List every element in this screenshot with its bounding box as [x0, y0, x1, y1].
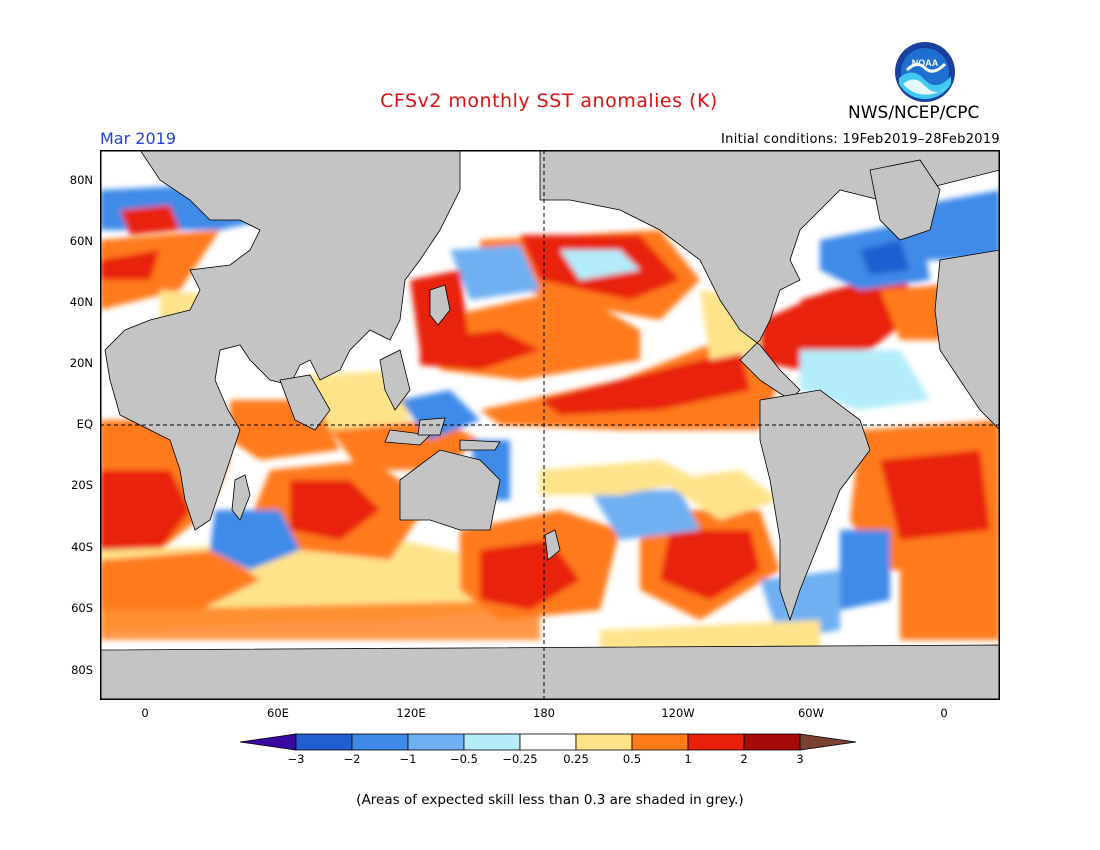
sst-anomaly-map	[100, 150, 1000, 700]
organization-label: NWS/NCEP/CPC	[848, 103, 980, 123]
lat-label: EQ	[76, 417, 93, 431]
colorbar-cell	[631, 733, 689, 751]
anomaly-field	[100, 180, 1000, 650]
colorbar	[240, 733, 857, 751]
lat-label: 40S	[71, 540, 93, 554]
lon-label: 0	[940, 706, 948, 720]
colorbar-arrow-high	[799, 733, 857, 751]
colorbar-label: −0.5	[450, 752, 478, 766]
colorbar-cell	[519, 733, 577, 751]
skill-footnote: (Areas of expected skill less than 0.3 a…	[356, 792, 744, 808]
lon-label: 60W	[797, 706, 824, 720]
lat-label: 80N	[69, 173, 93, 187]
colorbar-cell	[463, 733, 521, 751]
initial-conditions-label: Initial conditions: 19Feb2019–28Feb2019	[721, 132, 1000, 147]
valid-month-label: Mar 2019	[100, 129, 176, 148]
map-frame	[100, 150, 1000, 700]
land-masses	[100, 150, 1000, 700]
lat-label: 60N	[69, 234, 93, 248]
colorbar-cell	[687, 733, 745, 751]
colorbar-cell	[407, 733, 465, 751]
colorbar-label: 0.5	[622, 752, 642, 766]
colorbar-label: 0.25	[563, 752, 589, 766]
lon-label: 120W	[661, 706, 695, 720]
lat-label: 40N	[69, 295, 93, 309]
colorbar-cell	[351, 733, 409, 751]
colorbar-label: −3	[287, 752, 305, 766]
colorbar-cells	[240, 733, 857, 751]
colorbar-cell	[743, 733, 801, 751]
noaa-logo: NOAA	[895, 42, 955, 102]
noaa-logo-text: NOAA	[912, 58, 939, 68]
lat-label: 20N	[69, 356, 93, 370]
colorbar-label: −0.25	[502, 752, 538, 766]
lon-label: 180	[533, 706, 555, 720]
colorbar-label: 2	[740, 752, 748, 766]
chart-title: CFSv2 monthly SST anomalies (K)	[380, 90, 718, 112]
colorbar-label: 3	[796, 752, 804, 766]
colorbar-label: −1	[399, 752, 417, 766]
colorbar-cell	[575, 733, 633, 751]
lon-label: 60E	[267, 706, 289, 720]
lat-label: 80S	[71, 663, 93, 677]
lat-label: 20S	[71, 478, 93, 492]
lat-label: 60S	[71, 601, 93, 615]
colorbar-label: −2	[343, 752, 361, 766]
lon-label: 120E	[396, 706, 426, 720]
colorbar-arrow-low	[240, 733, 297, 751]
colorbar-cell	[295, 733, 353, 751]
lon-label: 0	[141, 706, 149, 720]
colorbar-label: 1	[684, 752, 692, 766]
